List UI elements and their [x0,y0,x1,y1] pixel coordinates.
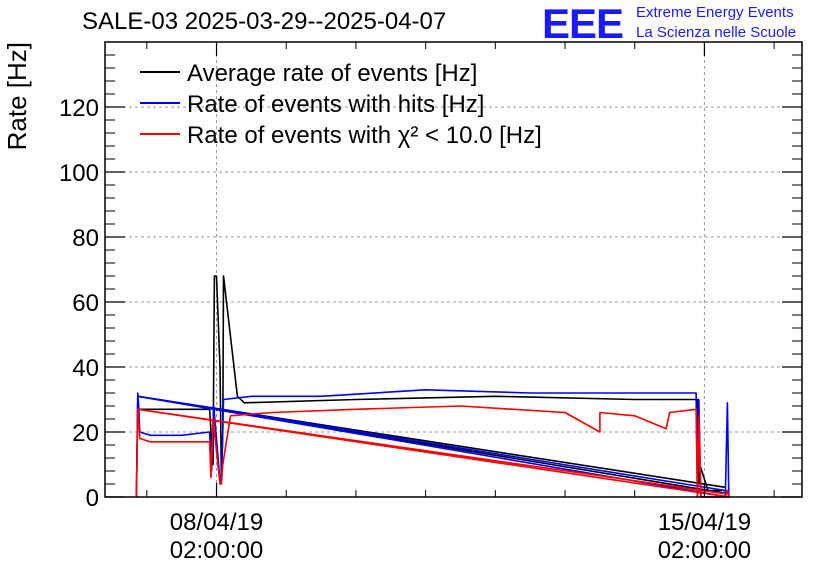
logo-caption-line2: La Scienza nelle Scuole [636,24,797,41]
logo-caption: Extreme Energy Events La Scienza nelle S… [636,3,796,43]
y-tick-label: 80 [72,225,99,252]
x-tick-label-time: 02:00:00 [170,537,263,564]
legend-label: Average rate of events [Hz] [187,60,477,87]
series-line-1 [135,275,730,498]
logo-caption-line1: Extreme Energy Events [636,4,794,21]
y-tick-label: 20 [72,420,99,447]
y-axis-label: Rate [Hz] [2,42,32,150]
eee-logo: EEE [542,0,624,47]
x-tick-label-time: 02:00:00 [658,537,751,564]
y-tick-label: 120 [59,95,99,122]
chart-title: SALE-03 2025-03-29--2025-04-07 [82,8,447,35]
series-group [135,275,730,498]
legend-label: Rate of events with hits [Hz] [187,91,484,118]
axis-ticks: 02040608010012008/04/1902:00:0015/04/190… [59,42,802,564]
series-line-3 [135,405,730,498]
legend-label: Rate of events with χ² < 10.0 [Hz] [187,122,542,149]
y-tick-label: 100 [59,160,99,187]
y-tick-label: 60 [72,290,99,317]
x-tick-label-date: 15/04/19 [658,509,751,536]
y-tick-label: 0 [86,485,99,512]
plot-frame [104,41,803,498]
y-tick-label: 40 [72,355,99,382]
legend: Average rate of events [Hz] Rate of event… [140,60,542,149]
x-tick-label-date: 08/04/19 [170,509,263,536]
